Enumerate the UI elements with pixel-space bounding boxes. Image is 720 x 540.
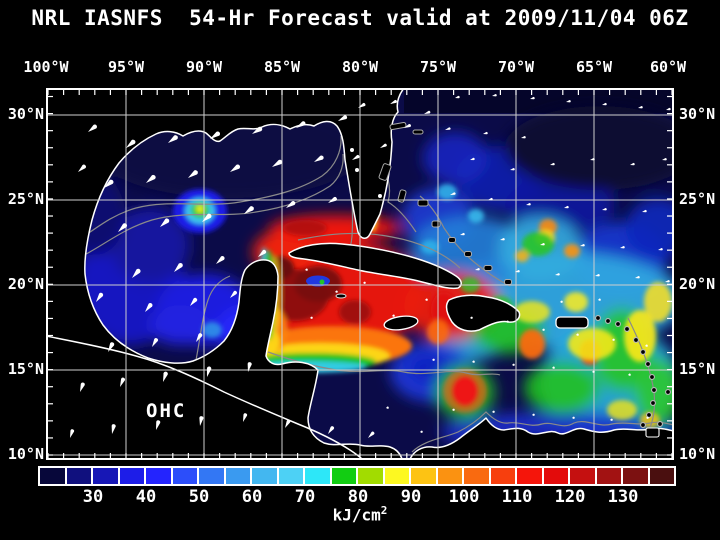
- lon-tick-label: 75°W: [419, 58, 457, 76]
- map-border: [46, 88, 674, 460]
- colorbar-cell: [278, 468, 303, 484]
- colorbar-cell: [172, 468, 197, 484]
- unit-exponent: 2: [380, 504, 388, 517]
- colorbar-cell: [570, 468, 595, 484]
- lat-tick-label-right: 20°N: [679, 275, 716, 294]
- colorbar-cell: [252, 468, 277, 484]
- colorbar-tick: 80: [347, 487, 369, 507]
- colorbar-tick: 100: [448, 487, 480, 507]
- lon-tick-label: 100°W: [23, 58, 69, 76]
- lat-tick-label-right: 10°N: [679, 445, 716, 464]
- ohc-region-label: OHC: [146, 400, 187, 422]
- colorbar-cell: [649, 468, 674, 484]
- colorbar-unit-label: kJ/cm2: [0, 504, 720, 524]
- colorbar-tick: 50: [188, 487, 210, 507]
- lat-tick-label-left: 30°N: [7, 105, 44, 124]
- colorbar-cell: [93, 468, 118, 484]
- wind-arrows: [70, 94, 671, 438]
- colorbar-tick: 110: [501, 487, 533, 507]
- colorbar-cell: [464, 468, 489, 484]
- colorbar-cell: [384, 468, 409, 484]
- colorbar-tick: 70: [294, 487, 316, 507]
- lon-tick-label: 65°W: [575, 58, 613, 76]
- colorbar-cell: [490, 468, 515, 484]
- colorbar-cell: [596, 468, 621, 484]
- colorbar-cell: [225, 468, 250, 484]
- colorbar-cell: [358, 468, 383, 484]
- colorbar-tick: 40: [135, 487, 157, 507]
- map-layers: [48, 90, 672, 458]
- colorbar-cell: [543, 468, 568, 484]
- depth-contours: [48, 131, 672, 453]
- lon-tick-label: 85°W: [263, 58, 301, 76]
- colorbar-cell: [437, 468, 462, 484]
- lon-tick-label: 80°W: [341, 58, 379, 76]
- colorbar-tick: 60: [241, 487, 263, 507]
- lat-tick-label-left: 10°N: [7, 445, 44, 464]
- colorbar-cell: [40, 468, 65, 484]
- lon-tick-label: 60°W: [649, 58, 687, 76]
- lat-tick-label-right: 15°N: [679, 360, 716, 379]
- colorbar-tick: 130: [607, 487, 639, 507]
- lat-tick-label-left: 15°N: [7, 360, 44, 379]
- lon-tick-label: 90°W: [185, 58, 223, 76]
- colorbar-cell: [146, 468, 171, 484]
- colorbar-tick: 90: [400, 487, 422, 507]
- colorbar-cell: [305, 468, 330, 484]
- graticule: [48, 90, 672, 458]
- lat-tick-label-right: 25°N: [679, 190, 716, 209]
- lat-tick-label-left: 20°N: [7, 275, 44, 294]
- lon-tick-label: 95°W: [107, 58, 145, 76]
- colorbar-cell: [331, 468, 356, 484]
- land-layer: [48, 90, 672, 458]
- colorbar: [38, 466, 676, 486]
- lat-tick-label-left: 25°N: [7, 190, 44, 209]
- colorbar-cell: [517, 468, 542, 484]
- page-title: NRL IASNFS 54-Hr Forecast valid at 2009/…: [31, 6, 689, 30]
- colorbar-cell: [199, 468, 224, 484]
- lon-tick-label: 70°W: [497, 58, 535, 76]
- minor-ticks: [47, 90, 673, 458]
- unit-base: kJ/cm: [332, 505, 381, 525]
- colorbar-cell: [623, 468, 648, 484]
- colorbar-cell: [66, 468, 91, 484]
- lat-tick-label-right: 30°N: [679, 105, 716, 124]
- colorbar-tick: 120: [554, 487, 586, 507]
- colorbar-cell: [411, 468, 436, 484]
- colorbar-cell: [119, 468, 144, 484]
- colorbar-tick: 30: [82, 487, 104, 507]
